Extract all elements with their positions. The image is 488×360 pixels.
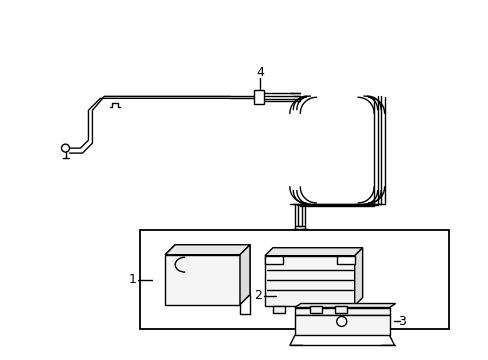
Text: 2: 2 [253, 289, 262, 302]
Bar [334, 306, 346, 314]
Circle shape [61, 144, 69, 152]
Circle shape [336, 316, 346, 327]
Polygon shape [165, 245, 249, 255]
Polygon shape [354, 248, 362, 306]
Bar [264, 256, 283, 264]
Bar [294, 307, 389, 315]
Bar [336, 256, 354, 264]
Bar [309, 306, 321, 314]
Bar [294, 315, 389, 336]
Text: 1: 1 [128, 273, 136, 286]
Polygon shape [240, 245, 249, 305]
Polygon shape [264, 248, 362, 256]
Bar [253, 90, 264, 104]
Text: 3: 3 [397, 315, 405, 328]
Text: 4: 4 [256, 66, 264, 79]
Bar [264, 256, 354, 306]
Bar [140, 230, 448, 329]
Bar [165, 255, 240, 305]
Polygon shape [294, 303, 395, 307]
Bar [272, 306, 285, 314]
